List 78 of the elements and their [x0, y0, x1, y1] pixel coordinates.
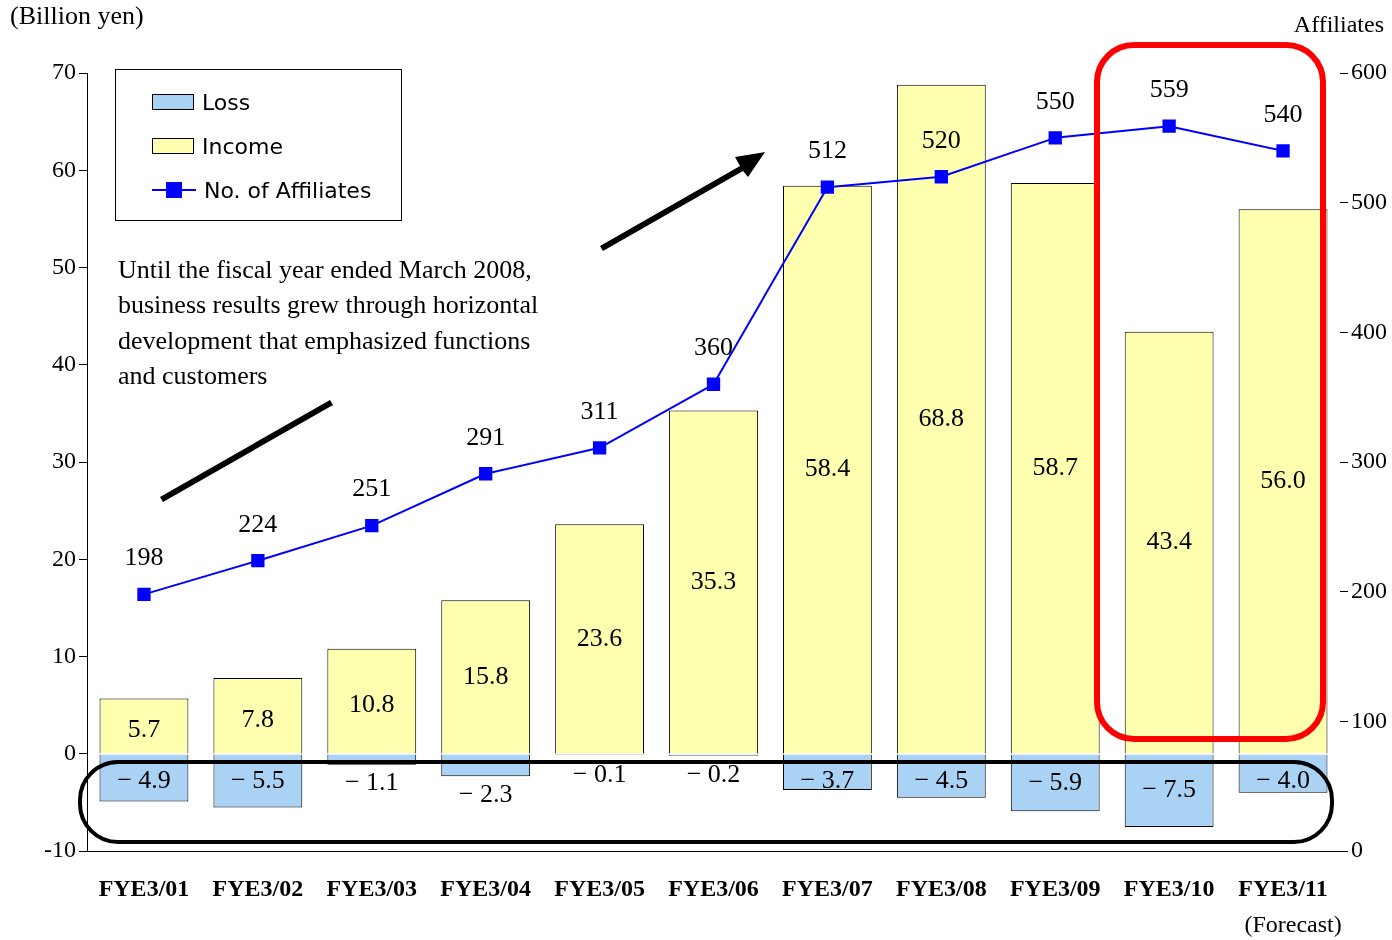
x-tick-label: FYE3/07 — [782, 874, 873, 901]
y-tick-label: -10 — [44, 836, 76, 863]
point — [251, 554, 265, 568]
x-tick-label: FYE3/02 — [212, 874, 304, 901]
data-label: 58.7 — [1032, 452, 1078, 481]
data-label: 15.8 — [462, 660, 509, 690]
data-label: 224 — [238, 508, 278, 538]
data-label: 10.8 — [349, 688, 395, 718]
x-tick-label: FYE3/04 — [440, 874, 532, 901]
point — [1162, 119, 1176, 133]
point — [934, 170, 948, 184]
x-tick-label: FYE3/06 — [668, 874, 759, 901]
point — [820, 180, 835, 194]
point — [137, 587, 151, 602]
x-tick-label: FYE3/09 — [1009, 874, 1101, 901]
data-label: − 1.1 — [344, 767, 399, 797]
point — [365, 519, 379, 533]
y2-tick-label: 400 — [1351, 317, 1387, 344]
y2-axis-title: Affiliates — [1293, 11, 1384, 38]
y2-tick-label: 600 — [1351, 58, 1387, 85]
data-label: 58.4 — [804, 453, 851, 483]
data-label: 198 — [124, 542, 164, 572]
y-tick-label: 70 — [52, 58, 76, 85]
legend-label: Loss — [202, 89, 251, 115]
text: (Forecast) — [1244, 911, 1342, 938]
y-tick-label: 60 — [52, 155, 76, 182]
data-label: 23.6 — [576, 622, 623, 652]
data-label: 5.7 — [127, 713, 161, 743]
x-tick-label: FYE3/11 — [1238, 874, 1328, 901]
x-tick-label: FYE3/05 — [554, 874, 645, 901]
data-label: 56.0 — [1260, 465, 1306, 495]
data-label: − 0.1 — [572, 759, 627, 789]
point — [1048, 131, 1062, 145]
y-tick-label: 30 — [52, 447, 76, 474]
y-axis-title: (Billion yen) — [10, 0, 144, 30]
data-label: 520 — [921, 124, 961, 154]
y2-tick-label: 300 — [1351, 447, 1387, 474]
x-tick-label: FYE3/03 — [326, 874, 418, 901]
data-label: − 4.9 — [117, 765, 171, 795]
y2-tick-label: 200 — [1351, 577, 1387, 604]
y2-tick-label: 500 — [1351, 188, 1387, 214]
x-tick-label: FYE3/01 — [98, 874, 190, 901]
data-label: − 5.5 — [231, 765, 285, 795]
data-label: − 7.5 — [1142, 774, 1196, 804]
point — [479, 467, 493, 481]
y-tick-label: 20 — [52, 544, 76, 571]
data-label: 43.4 — [1146, 526, 1192, 556]
y2-tick-label: 100 — [1351, 706, 1387, 733]
y-tick-label: 40 — [52, 350, 76, 377]
point — [592, 441, 607, 455]
data-label: − 4.5 — [914, 765, 969, 795]
legend-label: No. of Affiliates — [204, 177, 372, 203]
data-label: 251 — [352, 473, 392, 503]
data-label: 550 — [1035, 85, 1075, 115]
data-label: 512 — [807, 134, 847, 164]
data-label: 360 — [694, 332, 733, 362]
data-label: 35.3 — [690, 565, 737, 595]
point — [706, 377, 721, 391]
data-label: − 4.0 — [1256, 765, 1310, 795]
x-tick-label: FYE3/08 — [895, 874, 987, 901]
y-tick-label: 10 — [52, 641, 76, 668]
y2-tick-label: 0 — [1351, 836, 1363, 863]
x-tick-label: FYE3/10 — [1123, 874, 1215, 901]
point — [1276, 144, 1290, 158]
data-label: 540 — [1263, 98, 1303, 128]
data-label: − 5.9 — [1028, 766, 1083, 796]
y-tick-label: 50 — [52, 252, 76, 279]
data-label: 559 — [1149, 74, 1189, 104]
data-label: 311 — [580, 395, 619, 425]
annotation: Until the fiscal year ended March 2008, business results grew through horizontal development that emphasized functions and customers — [118, 254, 539, 391]
data-label: 7.8 — [241, 703, 275, 733]
data-label: − 0.2 — [686, 759, 741, 789]
data-label: 291 — [466, 421, 506, 451]
data-label: − 2.3 — [458, 779, 513, 809]
legend-label: Income — [202, 133, 283, 159]
data-label: − 3.7 — [800, 765, 855, 795]
data-label: 68.8 — [918, 402, 965, 432]
y-tick-label: 0 — [64, 739, 76, 766]
